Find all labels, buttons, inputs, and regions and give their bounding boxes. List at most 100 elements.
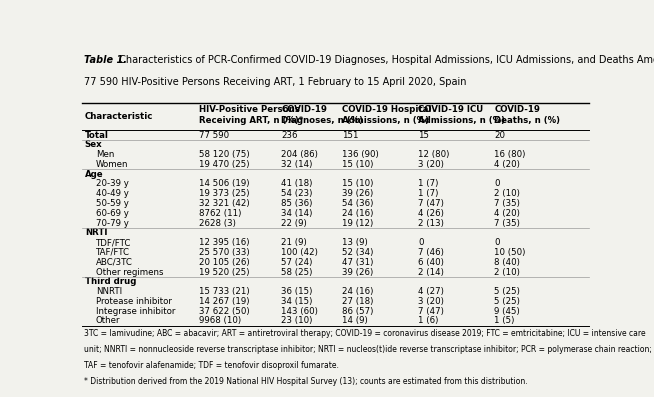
Text: 8762 (11): 8762 (11) xyxy=(199,209,242,218)
Text: 4 (20): 4 (20) xyxy=(494,209,520,218)
Text: COVID-19: COVID-19 xyxy=(281,105,327,114)
Text: 1 (5): 1 (5) xyxy=(494,316,515,326)
Text: 27 (18): 27 (18) xyxy=(342,297,373,306)
Text: 6 (40): 6 (40) xyxy=(419,258,444,267)
Text: 15 733 (21): 15 733 (21) xyxy=(199,287,250,296)
Text: 151: 151 xyxy=(342,131,359,140)
Text: 3 (20): 3 (20) xyxy=(419,160,444,169)
Text: 19 373 (25): 19 373 (25) xyxy=(199,189,250,198)
Text: 77 590 HIV-Positive Persons Receiving ART, 1 February to 15 April 2020, Spain: 77 590 HIV-Positive Persons Receiving AR… xyxy=(84,77,467,87)
Text: 24 (16): 24 (16) xyxy=(342,209,373,218)
Text: 54 (36): 54 (36) xyxy=(342,199,373,208)
Text: 3TC = lamivudine; ABC = abacavir; ART = antiretroviral therapy; COVID-19 = coron: 3TC = lamivudine; ABC = abacavir; ART = … xyxy=(84,330,646,339)
Text: 60-69 y: 60-69 y xyxy=(96,209,129,218)
Text: 22 (9): 22 (9) xyxy=(281,219,307,227)
Text: 4 (20): 4 (20) xyxy=(494,160,520,169)
Text: Characteristic: Characteristic xyxy=(85,112,153,121)
Text: Characteristics of PCR-Confirmed COVID-19 Diagnoses, Hospital Admissions, ICU Ad: Characteristics of PCR-Confirmed COVID-1… xyxy=(116,55,654,65)
Text: 12 395 (16): 12 395 (16) xyxy=(199,238,250,247)
Text: 7 (35): 7 (35) xyxy=(494,199,520,208)
Text: 14 267 (19): 14 267 (19) xyxy=(199,297,250,306)
Text: Other regimens: Other regimens xyxy=(96,268,164,277)
Text: Total: Total xyxy=(85,131,109,140)
Text: 16 (80): 16 (80) xyxy=(494,150,526,159)
Text: NNRTI: NNRTI xyxy=(96,287,122,296)
Text: 204 (86): 204 (86) xyxy=(281,150,318,159)
Text: 2628 (3): 2628 (3) xyxy=(199,219,236,227)
Text: 9 (45): 9 (45) xyxy=(494,306,520,316)
Text: 0: 0 xyxy=(494,179,500,189)
Text: unit; NNRTI = nonnucleoside reverse transcriptase inhibitor; NRTI = nucleos(t)id: unit; NNRTI = nonnucleoside reverse tran… xyxy=(84,345,652,355)
Text: 70-79 y: 70-79 y xyxy=(96,219,129,227)
Text: 19 (12): 19 (12) xyxy=(342,219,373,227)
Text: 15 (10): 15 (10) xyxy=(342,179,373,189)
Text: Diagnoses, n (%): Diagnoses, n (%) xyxy=(281,116,364,125)
Text: Integrase inhibitor: Integrase inhibitor xyxy=(96,306,175,316)
Text: Admissions, n (%): Admissions, n (%) xyxy=(419,116,506,125)
Text: 23 (10): 23 (10) xyxy=(281,316,313,326)
Text: * Distribution derived from the 2019 National HIV Hospital Survey (13); counts a: * Distribution derived from the 2019 Nat… xyxy=(84,377,528,386)
Text: 12 (80): 12 (80) xyxy=(419,150,450,159)
Text: 14 (9): 14 (9) xyxy=(342,316,368,326)
Text: 3 (20): 3 (20) xyxy=(419,297,444,306)
Text: COVID-19: COVID-19 xyxy=(494,105,540,114)
Text: Table 1.: Table 1. xyxy=(84,55,128,65)
Text: 40-49 y: 40-49 y xyxy=(96,189,129,198)
Text: 19 520 (25): 19 520 (25) xyxy=(199,268,250,277)
Text: 54 (23): 54 (23) xyxy=(281,189,313,198)
Text: Third drug: Third drug xyxy=(85,277,136,286)
Text: HIV-Positive Persons: HIV-Positive Persons xyxy=(199,105,300,114)
Text: 5 (25): 5 (25) xyxy=(494,297,520,306)
Text: 7 (35): 7 (35) xyxy=(494,219,520,227)
Text: 52 (34): 52 (34) xyxy=(342,248,373,257)
Text: NRTI: NRTI xyxy=(85,228,107,237)
Text: 34 (15): 34 (15) xyxy=(281,297,313,306)
Text: 2 (10): 2 (10) xyxy=(494,268,520,277)
Text: 1 (6): 1 (6) xyxy=(419,316,439,326)
Text: 4 (26): 4 (26) xyxy=(419,209,444,218)
Text: 2 (10): 2 (10) xyxy=(494,189,520,198)
Text: TAF/FTC: TAF/FTC xyxy=(96,248,130,257)
Text: 21 (9): 21 (9) xyxy=(281,238,307,247)
Text: 25 570 (33): 25 570 (33) xyxy=(199,248,250,257)
Text: 13 (9): 13 (9) xyxy=(342,238,368,247)
Text: 9968 (10): 9968 (10) xyxy=(199,316,241,326)
Text: 143 (60): 143 (60) xyxy=(281,306,318,316)
Text: 0: 0 xyxy=(494,238,500,247)
Text: Age: Age xyxy=(85,170,103,179)
Text: 20 105 (26): 20 105 (26) xyxy=(199,258,250,267)
Text: 36 (15): 36 (15) xyxy=(281,287,313,296)
Text: Protease inhibitor: Protease inhibitor xyxy=(96,297,172,306)
Text: 37 622 (50): 37 622 (50) xyxy=(199,306,250,316)
Text: 136 (90): 136 (90) xyxy=(342,150,379,159)
Text: Sex: Sex xyxy=(85,141,103,149)
Text: COVID-19 ICU: COVID-19 ICU xyxy=(419,105,483,114)
Text: 1 (7): 1 (7) xyxy=(419,179,439,189)
Text: Admissions, n (%): Admissions, n (%) xyxy=(342,116,429,125)
Text: 85 (36): 85 (36) xyxy=(281,199,313,208)
Text: Women: Women xyxy=(96,160,128,169)
Text: Men: Men xyxy=(96,150,114,159)
Text: 41 (18): 41 (18) xyxy=(281,179,313,189)
Text: 10 (50): 10 (50) xyxy=(494,248,526,257)
Text: 57 (24): 57 (24) xyxy=(281,258,313,267)
Text: 0: 0 xyxy=(419,238,424,247)
Text: 7 (47): 7 (47) xyxy=(419,306,444,316)
Text: TAF = tenofovir alafenamide; TDF = tenofovir disoproxil fumarate.: TAF = tenofovir alafenamide; TDF = tenof… xyxy=(84,361,339,370)
Text: 32 (14): 32 (14) xyxy=(281,160,313,169)
Text: 20: 20 xyxy=(494,131,506,140)
Text: TDF/FTC: TDF/FTC xyxy=(96,238,131,247)
Text: 236: 236 xyxy=(281,131,298,140)
Text: 14 506 (19): 14 506 (19) xyxy=(199,179,250,189)
Text: 8 (40): 8 (40) xyxy=(494,258,520,267)
Text: 39 (26): 39 (26) xyxy=(342,268,373,277)
Text: 58 120 (75): 58 120 (75) xyxy=(199,150,250,159)
Text: COVID-19 Hospital: COVID-19 Hospital xyxy=(342,105,432,114)
Text: 5 (25): 5 (25) xyxy=(494,287,520,296)
Text: 2 (13): 2 (13) xyxy=(419,219,444,227)
Text: 2 (14): 2 (14) xyxy=(419,268,444,277)
Text: 4 (27): 4 (27) xyxy=(419,287,444,296)
Text: 7 (47): 7 (47) xyxy=(419,199,444,208)
Text: Deaths, n (%): Deaths, n (%) xyxy=(494,116,560,125)
Text: 24 (16): 24 (16) xyxy=(342,287,373,296)
